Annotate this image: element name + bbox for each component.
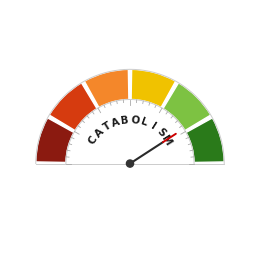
Text: S: S (154, 127, 167, 139)
Text: T: T (101, 121, 113, 133)
Circle shape (126, 160, 134, 167)
Text: A: A (110, 116, 121, 129)
Wedge shape (131, 69, 176, 108)
Text: O: O (130, 115, 140, 126)
Text: M: M (160, 134, 174, 148)
Wedge shape (36, 118, 74, 162)
Wedge shape (186, 118, 224, 162)
Wedge shape (163, 83, 211, 130)
Wedge shape (49, 83, 97, 130)
Text: L: L (140, 117, 149, 129)
Text: I: I (149, 122, 157, 132)
Text: B: B (121, 115, 130, 126)
Text: A: A (93, 127, 106, 139)
Wedge shape (66, 100, 194, 164)
Wedge shape (84, 69, 129, 108)
Text: C: C (87, 135, 100, 146)
